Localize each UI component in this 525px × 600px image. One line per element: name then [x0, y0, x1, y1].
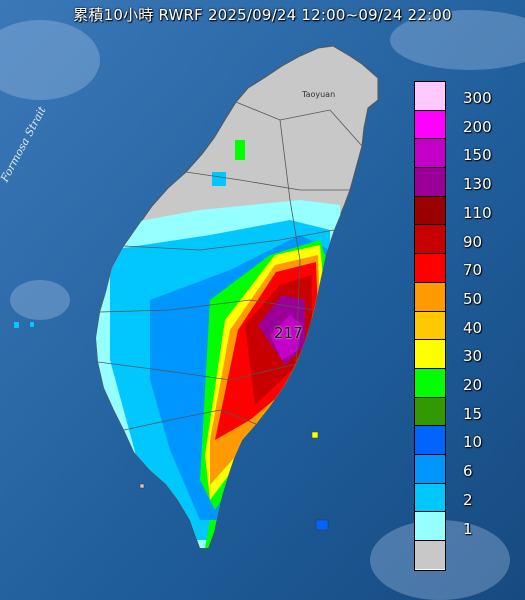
legend-label: 10 — [463, 433, 483, 452]
legend-label: 90 — [463, 232, 483, 251]
legend-swatch — [415, 196, 445, 226]
legend-label: 130 — [463, 175, 492, 194]
legend-label: 20 — [463, 376, 483, 394]
small-islands — [14, 322, 329, 531]
legend-label: 6 — [463, 462, 473, 481]
legend-label: 200 — [463, 117, 492, 136]
county-borders — [97, 101, 363, 431]
legend-label: 15 — [463, 404, 483, 423]
legend-swatch — [415, 110, 445, 140]
cloud-texture — [0, 10, 525, 600]
legend-label: 40 — [463, 318, 483, 337]
legend-swatch — [415, 483, 445, 513]
legend-swatch — [415, 454, 445, 484]
legend-swatch — [415, 168, 445, 197]
legend-swatch — [415, 368, 445, 398]
legend-label: 300 — [463, 89, 492, 107]
map-title: 累積10小時 RWRF 2025/09/24 12:00~09/24 22:00 — [73, 6, 452, 24]
max-rainfall-label: 217 — [274, 324, 303, 342]
legend-color-bar — [414, 81, 446, 571]
legend-swatch — [415, 311, 445, 341]
legend-swatch — [415, 225, 445, 255]
legend-swatch — [415, 426, 445, 455]
legend-label: 70 — [463, 261, 483, 280]
city-label: Taoyuan — [302, 90, 336, 99]
legend-label: 150 — [463, 146, 492, 165]
legend-swatch — [415, 254, 445, 283]
legend-label: 2 — [463, 490, 473, 509]
legend-label: 1 — [463, 519, 473, 538]
legend-label: 50 — [463, 289, 483, 308]
legend-swatch — [415, 512, 445, 541]
legend-label: 30 — [463, 347, 483, 366]
legend-swatch — [415, 82, 445, 111]
legend-swatch — [415, 340, 445, 369]
legend-swatch — [415, 541, 445, 569]
legend-swatch — [415, 139, 445, 169]
legend-swatch — [415, 397, 445, 427]
legend-swatch — [415, 282, 445, 312]
legend-label: 110 — [463, 203, 492, 222]
